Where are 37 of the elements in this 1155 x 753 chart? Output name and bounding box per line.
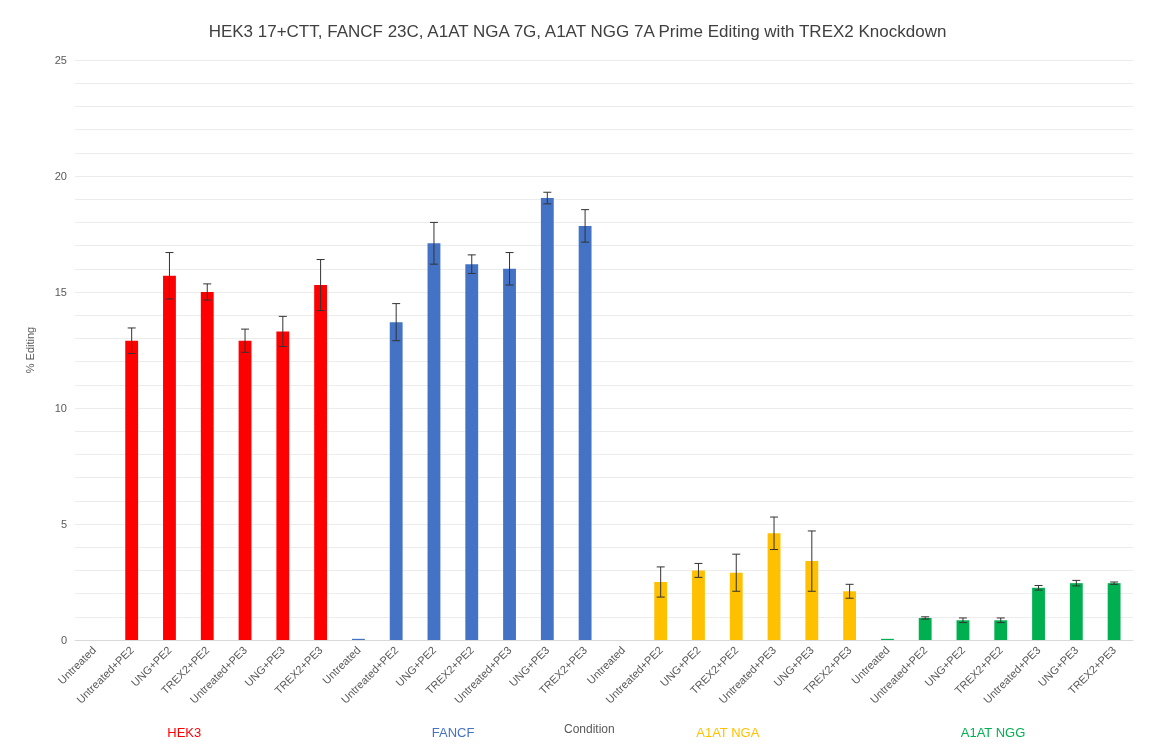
bar	[578, 225, 592, 640]
bar	[163, 275, 176, 640]
bar	[767, 533, 781, 640]
bar	[1032, 587, 1045, 640]
text: A1AT NGG	[960, 725, 1026, 740]
bar	[276, 331, 290, 640]
bar	[692, 570, 705, 640]
bar	[994, 620, 1008, 640]
bar	[1107, 583, 1121, 640]
y-tick-label: 20	[54, 170, 67, 182]
bar	[729, 572, 743, 640]
bar	[654, 582, 668, 640]
text: HEK3	[167, 725, 202, 740]
bar	[465, 264, 479, 640]
y-tick-label: 0	[60, 634, 67, 646]
bar	[918, 617, 932, 640]
bar	[389, 322, 403, 640]
text: FANCF	[431, 725, 475, 740]
bar	[200, 292, 214, 640]
bar	[805, 561, 819, 640]
y-axis-title: % Editing	[23, 326, 36, 374]
bar	[125, 340, 139, 640]
bar	[503, 268, 516, 640]
bar	[238, 340, 252, 640]
bar	[427, 243, 441, 640]
bar	[540, 198, 554, 640]
chart-title: HEK3 17+CTT, FANCF 23C, A1AT NGA 7G, A1AT NGG 7A Prime Editing with TREX2 Knockdown	[208, 22, 947, 41]
bar	[314, 285, 328, 640]
bar	[1069, 583, 1083, 640]
bar	[843, 591, 857, 640]
y-tick-label: 15	[54, 286, 67, 298]
x-axis-title: Condition	[564, 722, 615, 736]
text: A1AT NGA	[696, 725, 760, 740]
y-tick-label: 5	[60, 518, 67, 530]
bar	[956, 620, 970, 640]
y-tick-label: 10	[54, 402, 67, 414]
y-tick-label: 25	[54, 54, 67, 66]
